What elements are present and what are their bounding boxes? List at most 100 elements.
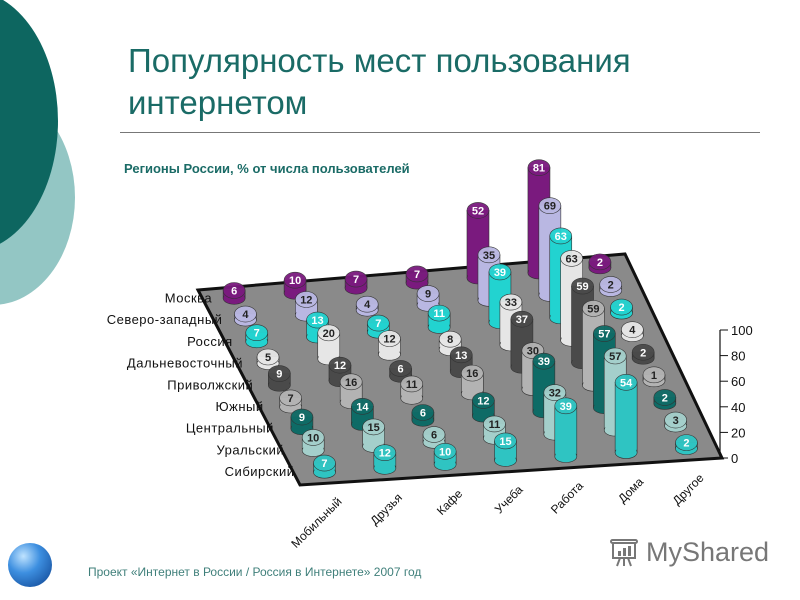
svg-text:5: 5 <box>265 352 271 364</box>
svg-text:6: 6 <box>431 430 437 442</box>
row-label: Россия <box>187 334 233 349</box>
row-label: Сибирский <box>225 464 295 479</box>
svg-text:7: 7 <box>375 318 381 330</box>
bar: 4 <box>234 305 257 327</box>
footer-source: Проект «Интернет в России / Россия в Инт… <box>88 565 422 579</box>
bar: 11 <box>427 304 451 334</box>
bar: 52 <box>466 202 490 285</box>
category-label: Кафе <box>434 486 465 517</box>
svg-text:7: 7 <box>254 328 260 340</box>
title-divider <box>120 132 760 133</box>
svg-text:30: 30 <box>527 346 539 358</box>
bar: 4 <box>621 321 644 342</box>
svg-text:16: 16 <box>466 368 478 380</box>
svg-text:39: 39 <box>560 401 572 413</box>
bar: 4 <box>355 295 379 317</box>
bar: 7 <box>405 265 429 290</box>
svg-text:2: 2 <box>618 302 624 314</box>
svg-text:6: 6 <box>420 407 426 419</box>
bar: 8 <box>438 330 462 356</box>
category-label: Мобильный <box>288 494 344 550</box>
bar: 1 <box>642 366 666 388</box>
svg-text:52: 52 <box>472 205 484 217</box>
brand-name: MyShared <box>646 536 770 567</box>
y-tick-label: 0 <box>731 451 738 466</box>
svg-text:2: 2 <box>662 392 668 404</box>
bar: 2 <box>588 253 612 275</box>
svg-text:7: 7 <box>321 458 327 470</box>
row-label: Уральский <box>216 442 284 457</box>
svg-text:12: 12 <box>300 295 312 307</box>
svg-text:37: 37 <box>516 314 528 326</box>
svg-text:59: 59 <box>587 304 599 316</box>
bar: 6 <box>389 360 412 383</box>
svg-text:12: 12 <box>334 360 346 372</box>
bar: 9 <box>268 365 291 392</box>
svg-text:39: 39 <box>538 356 550 368</box>
svg-text:4: 4 <box>629 325 636 337</box>
bar: 6 <box>222 282 246 305</box>
y-tick-label: 80 <box>731 349 745 364</box>
row-label: Северо-западный <box>107 312 223 327</box>
svg-text:7: 7 <box>353 274 359 286</box>
bar: 2 <box>653 389 677 410</box>
bar: 2 <box>675 434 698 455</box>
svg-text:11: 11 <box>406 379 418 391</box>
y-tick-label: 100 <box>731 323 753 338</box>
svg-text:9: 9 <box>299 412 305 424</box>
svg-text:63: 63 <box>566 253 578 265</box>
svg-text:1: 1 <box>651 370 657 382</box>
bar: 7 <box>279 389 302 414</box>
svg-text:2: 2 <box>608 279 614 291</box>
svg-text:4: 4 <box>242 309 249 321</box>
svg-text:10: 10 <box>439 446 451 458</box>
bar: 54 <box>614 374 638 459</box>
svg-text:3: 3 <box>673 415 679 427</box>
svg-text:57: 57 <box>598 329 610 341</box>
svg-text:10: 10 <box>307 432 319 444</box>
svg-text:11: 11 <box>433 308 445 320</box>
svg-text:15: 15 <box>367 422 379 434</box>
bar: 2 <box>610 298 633 320</box>
svg-text:8: 8 <box>447 334 453 346</box>
svg-text:13: 13 <box>311 315 323 327</box>
category-label: Друзья <box>368 490 405 527</box>
svg-text:14: 14 <box>356 401 369 413</box>
y-tick-label: 40 <box>731 400 745 415</box>
svg-text:7: 7 <box>414 269 420 281</box>
category-label: Учеба <box>492 482 526 516</box>
svg-text:12: 12 <box>379 448 391 460</box>
svg-text:11: 11 <box>489 419 501 431</box>
svg-text:6: 6 <box>231 285 237 297</box>
svg-text:2: 2 <box>640 347 646 359</box>
svg-text:13: 13 <box>455 350 467 362</box>
bar: 16 <box>461 364 484 401</box>
svg-text:2: 2 <box>683 438 689 450</box>
bar: 10 <box>301 429 325 457</box>
y-tick-label: 20 <box>731 425 745 440</box>
svg-text:7: 7 <box>288 393 294 405</box>
globe-icon <box>8 543 52 587</box>
bar: 10 <box>283 271 307 300</box>
row-label: Приволжский <box>167 377 253 392</box>
svg-text:35: 35 <box>483 250 495 262</box>
svg-text:16: 16 <box>345 377 357 389</box>
chart-subtitle: Регионы России, % от числа пользователей <box>124 161 410 176</box>
bar: 12 <box>373 444 397 475</box>
svg-text:9: 9 <box>425 289 431 301</box>
bar: 11 <box>400 375 424 405</box>
svg-text:33: 33 <box>505 297 517 309</box>
svg-text:59: 59 <box>576 281 588 293</box>
bar: 12 <box>295 291 318 322</box>
svg-text:2: 2 <box>597 257 603 269</box>
slide-title: Популярность мест пользования интернетом <box>128 42 631 121</box>
svg-text:54: 54 <box>620 377 633 389</box>
bar: 37 <box>510 310 534 374</box>
bar: 5 <box>256 348 280 370</box>
bar: 7 <box>313 454 336 479</box>
svg-text:20: 20 <box>323 328 335 340</box>
bar: 3 <box>664 411 687 433</box>
svg-text:81: 81 <box>533 163 545 175</box>
svg-text:12: 12 <box>383 334 395 346</box>
bar: 20 <box>317 324 341 366</box>
